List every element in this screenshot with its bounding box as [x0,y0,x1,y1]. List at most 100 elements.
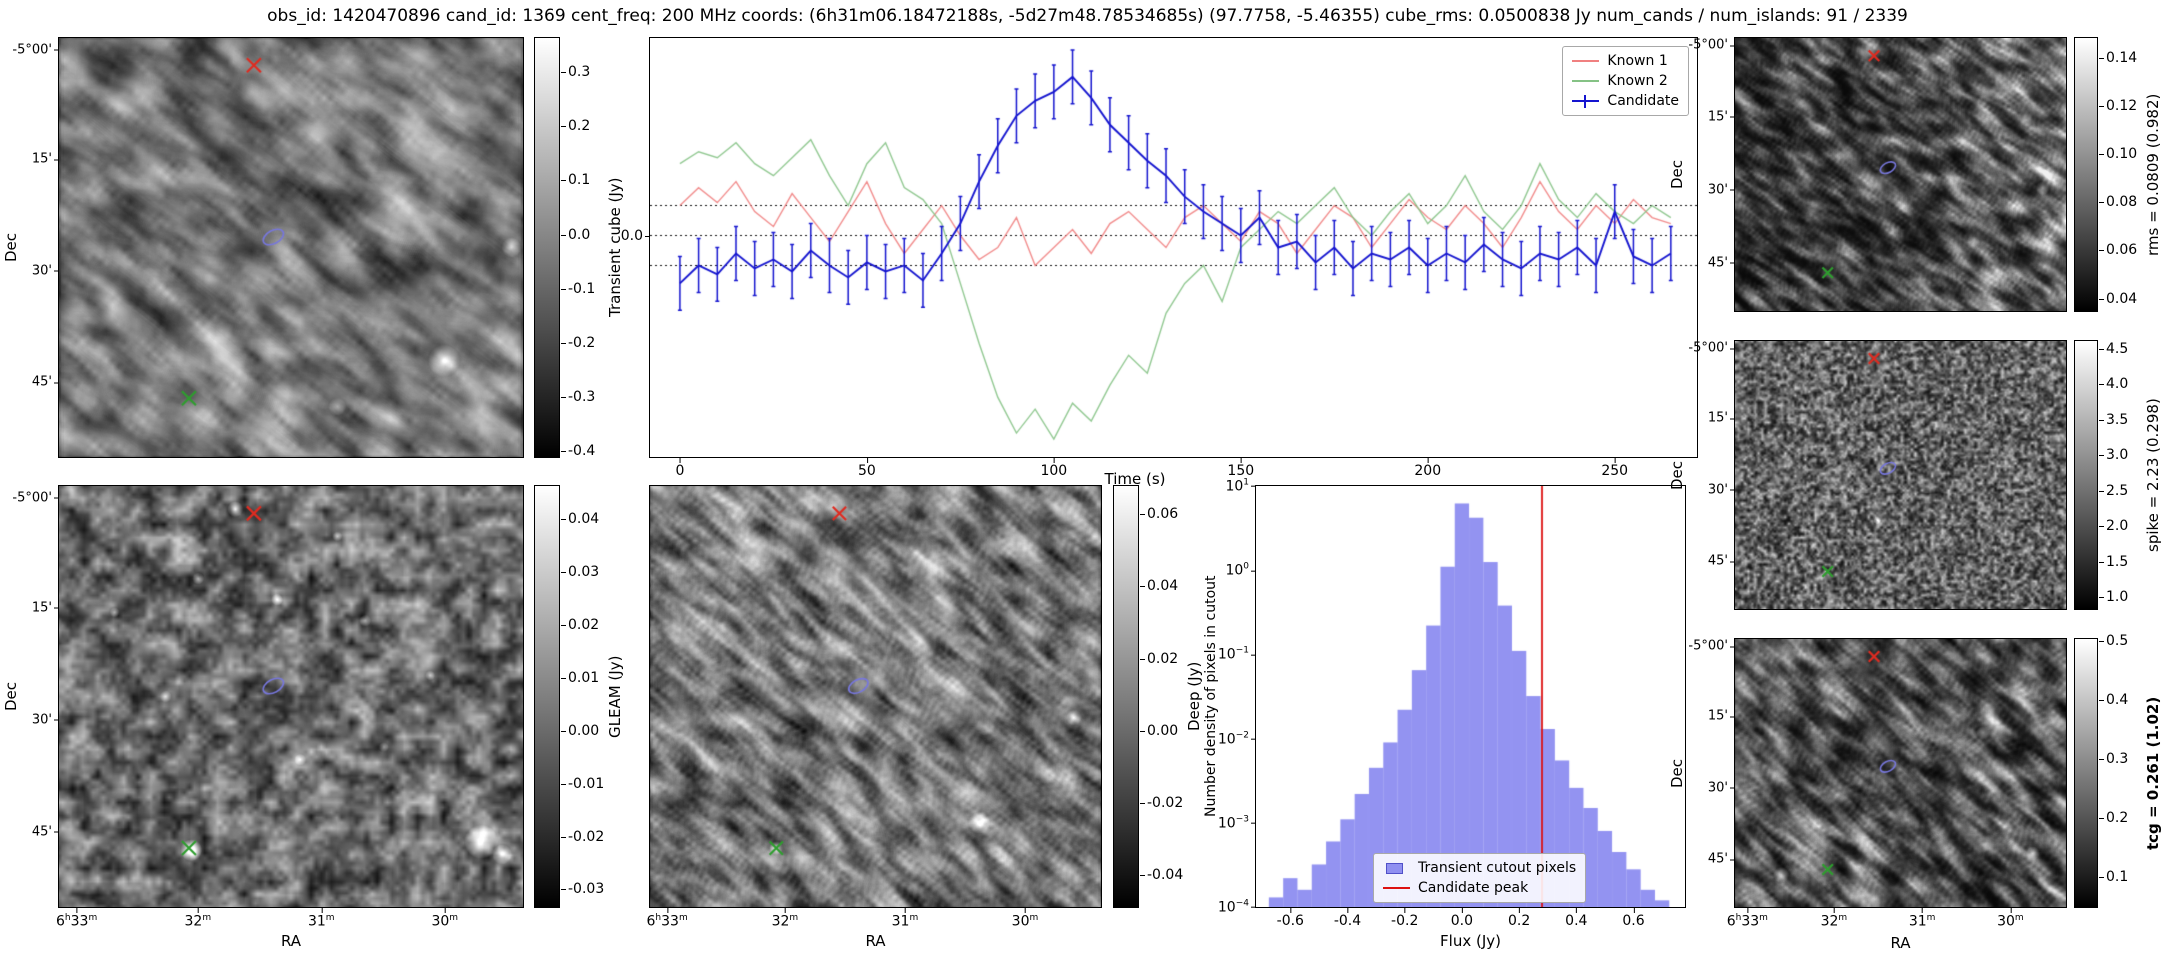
legend-label: Candidate [1607,93,1679,109]
colorbar-tick: -0.04 [1139,867,1184,884]
hist-ylabel: Number density of pixels in cutout [1203,575,1219,818]
transient-cube-canvas [59,38,523,457]
hist-density-tick: 101 [1211,478,1256,494]
dec-tick: 15' [1684,110,1735,123]
colorbar-tick: 0.06 [2098,242,2138,259]
colorbar-tick: 0.2 [560,118,591,135]
flux-histogram [1255,485,1686,908]
spike-image [1734,340,2067,610]
legend-patch-swatch [1383,862,1410,875]
flux-tick: 0.2 [1507,908,1531,929]
histogram-legend: Transient cutout pixels Candidate peak [1373,853,1587,903]
dec-tick: 30' [1684,781,1735,794]
ra-axis-label: RA [280,932,302,950]
tcg-canvas [1735,639,2066,907]
flux-tick: 0.4 [1565,908,1588,929]
colorbar-tick: 0.1 [560,172,591,189]
colorbar-tick: 0.04 [560,511,600,528]
colorbar-tick: 3.5 [2098,411,2129,428]
colorbar-tick: -0.02 [560,828,605,845]
colorbar-tick: 0.00 [1139,722,1179,739]
time-tick: 0 [675,458,685,479]
lightcurve-legend: Known 1 Known 2 Candidate [1562,46,1689,116]
colorbar-tick: -0.3 [560,388,596,405]
swatch-line [1572,59,1600,62]
rms-image [1734,37,2067,312]
hist-density-tick: 10−2 [1211,731,1256,746]
colorbar-tick: -0.02 [1139,795,1184,812]
dec-tick: 30' [1684,183,1735,196]
spike-canvas [1735,341,2066,609]
colorbar-tick: -0.4 [560,442,596,459]
colorbar-tick: 0.10 [2098,145,2138,162]
dec-tick: 45' [1684,555,1735,568]
deep-colorbar-label: Deep (Jy) [1185,661,1203,732]
legend-line-swatch [1383,882,1410,895]
colorbar-tick: -0.01 [560,775,605,792]
colorbar-tick: 0.5 [2098,632,2129,649]
legend-label: Candidate peak [1418,880,1529,896]
colorbar-tick: 0.08 [2098,194,2138,211]
ra-tick: 31m [1908,908,1936,930]
colorbar-tick: 0.3 [560,64,591,81]
dec-tick: 30' [8,713,59,726]
gleam-canvas [59,486,523,907]
dec-tick: 45' [1684,853,1735,866]
legend-line-swatch [1572,94,1600,108]
ra-axis-label: RA [1890,934,1911,952]
tcg-colorbar-label: tcg = 0.261 (1.02) [2144,696,2162,850]
dec-tick: -5°00' [1684,342,1735,355]
colorbar-tick: 0.14 [2098,49,2138,66]
time-tick: 50 [857,458,876,479]
colorbar-tick: 0.02 [1139,650,1179,667]
dec-tick: 15' [1684,412,1735,425]
colorbar-tick: 3.0 [2098,447,2129,464]
legend-label: Known 2 [1607,73,1668,89]
swatch-patch [1386,862,1403,874]
transient-cube-image [58,37,524,458]
transient-cube-colorbar [534,37,560,458]
ra-tick: 30m [1011,908,1039,930]
colorbar-tick: 0.00 [560,722,600,739]
hist-density-tick: 10−1 [1211,647,1256,662]
lightcurve-plot [649,37,1698,458]
dec-tick: -5°00' [8,43,59,56]
dec-tick: 30' [8,264,59,277]
colorbar-tick: 0.02 [560,617,600,634]
tcg-image [1734,638,2067,908]
dec-tick: -5°00' [1684,39,1735,52]
ra-tick: 32m [1820,908,1848,930]
rms-canvas [1735,38,2066,311]
deep-image [649,485,1102,908]
dec-tick: 15' [8,153,59,166]
time-tick: 150 [1227,458,1255,479]
flux-tick: 0.0 [1450,908,1474,929]
ra-tick: 31m [307,908,335,930]
colorbar-tick: 1.5 [2098,553,2129,570]
dec-tick: -5°00' [1684,640,1735,653]
colorbar-tick: 0.4 [2098,692,2129,709]
dec-tick: 30' [1684,483,1735,496]
dec-tick: 45' [8,376,59,389]
dec-axis-label: Dec [1668,460,1686,490]
figure-title: obs_id: 1420470896 cand_id: 1369 cent_fr… [267,6,1908,26]
time-tick: 200 [1414,458,1442,479]
colorbar-tick: 0.0 [560,226,591,243]
colorbar-tick: 0.2 [2098,810,2129,827]
deep-colorbar [1113,485,1139,908]
ra-tick: 32m [184,908,212,930]
swatch-errorbar [1584,94,1587,108]
spike-colorbar [2074,340,2098,610]
dec-tick: 15' [8,601,59,614]
colorbar-tick: 2.0 [2098,518,2129,535]
ra-tick: 6h33m [1726,908,1768,930]
colorbar-tick: 4.5 [2098,340,2129,357]
time-axis-label: Time (s) [1104,470,1166,488]
legend-line-swatch [1572,55,1600,68]
flux-axis-label: Flux (Jy) [1440,932,1501,950]
hist-density-tick: 100 [1211,562,1256,578]
colorbar-tick: 0.04 [1139,578,1179,595]
colorbar-tick: 0.12 [2098,97,2138,114]
colorbar-tick: 1.0 [2098,589,2129,606]
